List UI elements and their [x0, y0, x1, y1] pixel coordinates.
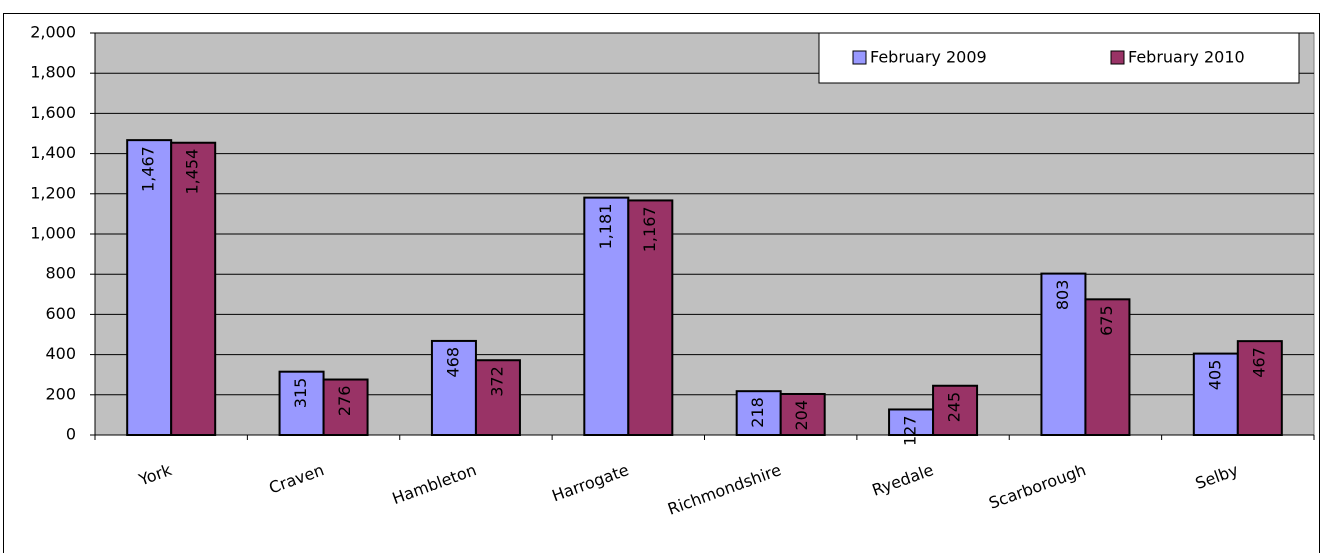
data-label: 245 [945, 392, 964, 423]
y-tick-label: 1,600 [30, 103, 76, 122]
data-label: 675 [1097, 305, 1116, 336]
legend-swatch [852, 50, 867, 65]
bar [430, 339, 477, 437]
bar [1192, 352, 1239, 436]
data-label: 1,167 [640, 206, 659, 252]
data-label: 1,467 [139, 146, 158, 192]
data-label: 1,181 [596, 204, 615, 250]
y-tick-label: 400 [45, 344, 76, 363]
y-tick-label: 2,000 [30, 23, 76, 42]
data-label: 127 [901, 415, 920, 446]
y-tick-label: 1,400 [30, 143, 76, 162]
y-tick-label: 1,200 [30, 183, 76, 202]
data-label: 467 [1249, 347, 1268, 378]
data-label: 315 [291, 378, 310, 409]
y-tick-label: 200 [45, 384, 76, 403]
bar [1236, 340, 1283, 436]
bar [583, 196, 630, 436]
y-tick-label: 800 [45, 264, 76, 283]
bar [932, 384, 979, 437]
bar [474, 359, 521, 436]
data-label: 468 [443, 347, 462, 378]
data-label: 204 [792, 400, 811, 431]
bar [779, 392, 826, 437]
legend-label: February 2009 [870, 48, 987, 67]
data-label: 372 [487, 366, 506, 397]
y-tick-label: 1,000 [30, 224, 76, 243]
legend-swatch [1110, 50, 1125, 65]
bar [170, 141, 217, 436]
data-label: 276 [335, 386, 354, 417]
y-tick-label: 0 [66, 425, 76, 444]
bar [627, 199, 674, 436]
y-tick-label: 1,800 [30, 63, 76, 82]
data-label: 405 [1205, 360, 1224, 391]
legend-box [818, 32, 1300, 84]
bar [735, 390, 782, 437]
legend-label: February 2010 [1128, 48, 1245, 67]
data-label: 218 [748, 397, 767, 428]
data-label: 1,454 [183, 149, 202, 195]
y-tick-label: 600 [45, 304, 76, 323]
bar [1084, 298, 1131, 437]
bar [322, 378, 369, 436]
data-label: 803 [1053, 280, 1072, 311]
